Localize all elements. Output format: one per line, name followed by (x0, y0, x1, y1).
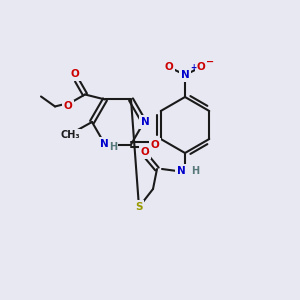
Text: O: O (64, 101, 72, 112)
Text: O: O (70, 70, 80, 80)
Text: N: N (141, 117, 149, 127)
Text: H: H (191, 166, 199, 176)
Text: N: N (181, 70, 189, 80)
Text: +: + (190, 63, 196, 72)
Text: −: − (206, 57, 214, 67)
Text: O: O (151, 140, 159, 149)
Text: O: O (196, 62, 206, 72)
Text: H: H (109, 142, 117, 152)
Text: O: O (141, 147, 149, 157)
Text: N: N (100, 139, 108, 148)
Text: S: S (135, 202, 143, 212)
Text: CH₃: CH₃ (60, 130, 80, 140)
Text: N: N (177, 166, 185, 176)
Text: O: O (165, 62, 173, 72)
